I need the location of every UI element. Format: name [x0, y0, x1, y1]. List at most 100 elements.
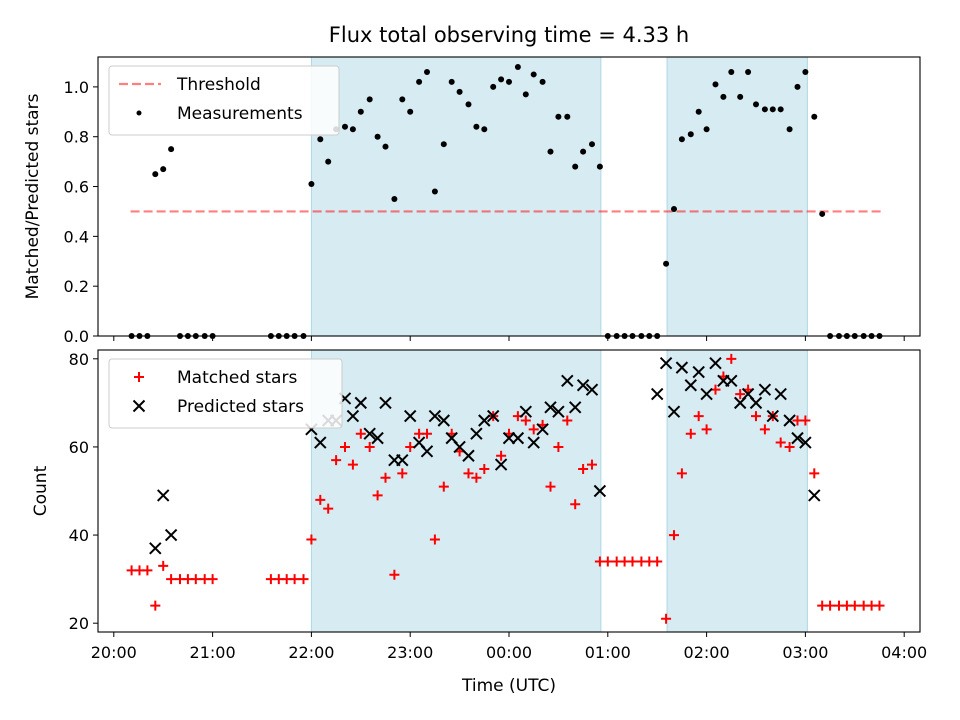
measurement-point [407, 108, 414, 115]
measurement-point [728, 68, 735, 75]
y-tick-label: 1.0 [64, 78, 89, 97]
matched-point [323, 503, 334, 514]
matched-point [298, 574, 309, 585]
predicted-point [363, 427, 376, 440]
measurement-point [440, 141, 447, 148]
measurement-point [769, 106, 776, 113]
matched-point [701, 424, 712, 435]
measurement-point [481, 126, 488, 133]
legend-box [108, 65, 340, 136]
measurement-point [555, 113, 562, 120]
measurement-point [819, 210, 826, 217]
predicted-point [692, 365, 705, 379]
measurement-point [745, 68, 752, 75]
y-tick-label: 20 [69, 614, 89, 633]
predicted-point [527, 436, 540, 449]
y-tick-label: 60 [69, 438, 89, 457]
measurement-point [572, 163, 579, 170]
measurement-point [670, 205, 677, 212]
measurement-point [663, 260, 670, 267]
axes-frame [97, 349, 921, 633]
legend-entry-label: Matched stars [177, 368, 297, 388]
matched-point [874, 600, 885, 611]
matched-point [775, 437, 786, 448]
matched-point [463, 468, 474, 479]
measurement-point [720, 93, 727, 100]
predicted-point [149, 542, 162, 555]
matched-point [166, 574, 177, 585]
x-tick-label: 03:00 [782, 643, 828, 662]
measurement-point [794, 83, 801, 90]
matched-point [627, 556, 638, 567]
predicted-point [561, 374, 574, 388]
legend-entry-label: Predicted stars [177, 397, 304, 417]
measurement-point [530, 71, 537, 78]
measurement-point [374, 133, 381, 140]
matched-point [355, 428, 366, 439]
matched-point [520, 415, 531, 426]
measurement-point [580, 148, 587, 155]
predicted-point [156, 489, 170, 502]
matched-point [825, 600, 836, 611]
measurement-point [456, 88, 463, 95]
matched-point [207, 574, 218, 585]
predicted-point [437, 414, 451, 427]
measurement-point [811, 113, 818, 120]
measurement-point [168, 146, 175, 153]
measurement-point [506, 78, 512, 85]
measurement-point [416, 78, 423, 85]
predicted-point [420, 445, 434, 458]
measurement-point [431, 188, 438, 195]
predicted-point [428, 409, 442, 423]
x-tick-label: 00:00 [486, 643, 532, 662]
shaded-interval-0 [310, 349, 602, 633]
legend-box [108, 358, 343, 429]
predicted-point [799, 436, 812, 449]
measurement-point [498, 76, 505, 83]
predicted-point [593, 484, 607, 498]
predicted-point [791, 431, 804, 445]
y-tick-label: 0.8 [64, 128, 89, 147]
x-tick-label: 20:00 [91, 643, 137, 662]
matched-point [750, 411, 761, 422]
measurement-point [588, 141, 595, 148]
y-tick-label: 0.6 [64, 178, 89, 197]
matched-point [528, 424, 539, 435]
measurement-point [465, 101, 472, 108]
matched-point [397, 468, 408, 479]
matched-point [315, 494, 326, 505]
top-panel: 0.0 0.2 0.4 0.6 0.8 1.0 Matched/Predicted star… [23, 56, 921, 346]
y-tick-label: 0.4 [64, 227, 89, 246]
predicted-point [576, 379, 590, 392]
predicted-point [371, 431, 384, 445]
matched-point [578, 463, 589, 474]
predicted-point [585, 383, 599, 396]
predicted-point [808, 489, 821, 502]
measurement-point [160, 166, 167, 173]
predicted-point [758, 383, 772, 396]
measurement-point [752, 101, 759, 108]
measurement-point [325, 158, 332, 165]
matched-point [693, 411, 704, 422]
matched-point [331, 455, 342, 466]
predicted-point [568, 401, 582, 414]
y-tick-label: 40 [69, 526, 89, 545]
measurement-point [596, 163, 603, 170]
matched-point [380, 472, 391, 483]
matched-point [553, 441, 564, 452]
matched-point [726, 353, 737, 364]
predicted-point [675, 361, 689, 374]
matched-point [668, 530, 679, 541]
matched-point [562, 415, 573, 426]
predicted-point [502, 431, 516, 445]
legend-matched-swatch [134, 372, 144, 382]
predicted-point [544, 401, 557, 414]
legend-entry-label: Measurements [177, 104, 303, 124]
predicted-point [478, 414, 491, 427]
matched-point [545, 481, 556, 492]
legend-entry-label: Threshold [176, 75, 261, 95]
matched-point [438, 481, 449, 492]
measurement-point [473, 123, 480, 130]
measurement-point [712, 81, 719, 88]
